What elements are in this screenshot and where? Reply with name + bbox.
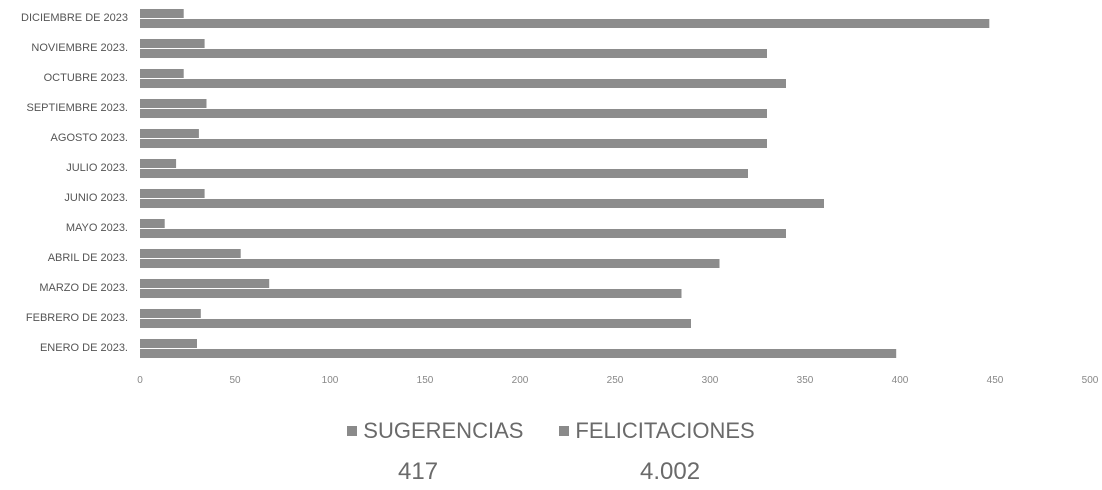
category-label: OCTUBRE 2023. xyxy=(44,72,128,84)
bar-sugerencias xyxy=(140,129,199,138)
category-label: FEBRERO DE 2023. xyxy=(26,312,128,324)
totals: 417 4.002 xyxy=(0,458,1102,488)
category-label: ENERO DE 2023. xyxy=(40,342,128,354)
x-tick-label: 150 xyxy=(417,375,434,386)
bar-sugerencias xyxy=(140,69,184,78)
x-tick-label: 400 xyxy=(892,375,909,386)
category-label: SEPTIEMBRE 2023. xyxy=(27,102,129,114)
x-tick-label: 200 xyxy=(512,375,529,386)
x-tick-label: 450 xyxy=(987,375,1004,386)
category-label: NOVIEMBRE 2023. xyxy=(31,42,128,54)
legend-swatch-sugerencias xyxy=(347,426,358,436)
bar-sugerencias xyxy=(140,279,270,288)
legend: SUGERENCIAS FELICITACIONES xyxy=(0,418,1102,444)
x-tick-label: 300 xyxy=(702,375,719,386)
total-felicitaciones: 4.002 xyxy=(640,458,701,485)
bar-felicitaciones xyxy=(140,289,682,298)
bar-felicitaciones xyxy=(140,109,767,118)
category-label: AGOSTO 2023. xyxy=(51,132,128,144)
x-tick-label: 50 xyxy=(229,375,241,386)
bar-felicitaciones xyxy=(140,19,990,28)
bar-sugerencias xyxy=(140,249,241,258)
bar-felicitaciones xyxy=(140,349,897,358)
bar-sugerencias xyxy=(140,9,184,18)
x-tick-label: 500 xyxy=(1082,375,1099,386)
bar-sugerencias xyxy=(140,219,165,228)
bar-felicitaciones xyxy=(140,199,824,208)
category-label: ABRIL DE 2023. xyxy=(48,252,128,264)
bar-felicitaciones xyxy=(140,229,786,238)
legend-item-sugerencias: SUGERENCIAS xyxy=(347,418,523,444)
category-label: MAYO 2023. xyxy=(66,222,128,234)
bar-sugerencias xyxy=(140,189,205,198)
total-sugerencias: 417 xyxy=(398,458,439,485)
category-label: JUNIO 2023. xyxy=(64,192,128,204)
x-tick-label: 100 xyxy=(322,375,339,386)
category-label: DICIEMBRE DE 2023 xyxy=(21,12,128,24)
x-tick-label: 250 xyxy=(607,375,624,386)
bar-sugerencias xyxy=(140,99,207,108)
legend-item-felicitaciones: FELICITACIONES xyxy=(559,418,755,444)
bar-sugerencias xyxy=(140,159,177,168)
bar-sugerencias xyxy=(140,339,197,348)
bar-felicitaciones xyxy=(140,169,748,178)
x-tick-label: 0 xyxy=(137,375,143,386)
bar-felicitaciones xyxy=(140,319,691,328)
legend-label-felicitaciones: FELICITACIONES xyxy=(575,418,755,443)
bar-sugerencias xyxy=(140,39,205,48)
category-label: JULIO 2023. xyxy=(66,162,128,174)
category-label: MARZO DE 2023. xyxy=(39,282,128,294)
bar-felicitaciones xyxy=(140,259,720,268)
chart-svg: DICIEMBRE DE 2023 NOVIEMBRE 2023. OCTUBRE … xyxy=(21,9,1099,386)
legend-swatch-felicitaciones xyxy=(559,426,570,436)
bar-felicitaciones xyxy=(140,49,767,58)
bar-felicitaciones xyxy=(140,139,767,148)
x-tick-label: 350 xyxy=(797,375,814,386)
bar-sugerencias xyxy=(140,309,201,318)
legend-label-sugerencias: SUGERENCIAS xyxy=(363,418,524,443)
bar-felicitaciones xyxy=(140,79,786,88)
bar-chart: DICIEMBRE DE 2023 NOVIEMBRE 2023. OCTUBRE … xyxy=(21,9,1099,386)
